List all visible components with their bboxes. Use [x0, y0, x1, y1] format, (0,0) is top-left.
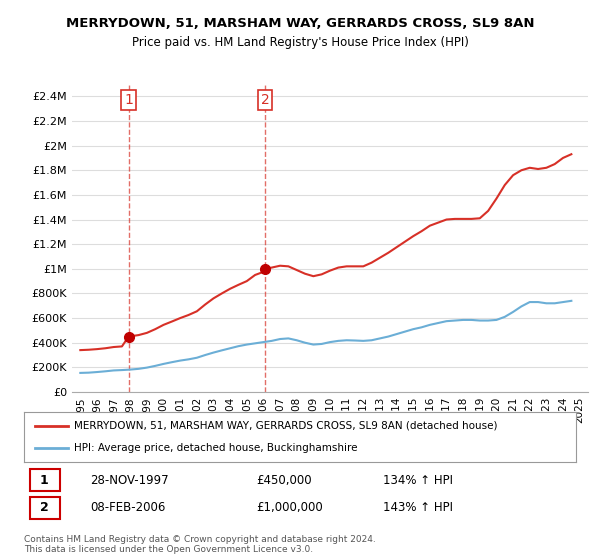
- Text: Price paid vs. HM Land Registry's House Price Index (HPI): Price paid vs. HM Land Registry's House …: [131, 36, 469, 49]
- Text: 134% ↑ HPI: 134% ↑ HPI: [383, 474, 453, 487]
- Text: £450,000: £450,000: [256, 474, 311, 487]
- Text: 2: 2: [261, 93, 269, 107]
- Text: 1: 1: [124, 93, 133, 107]
- FancyBboxPatch shape: [29, 469, 60, 491]
- FancyBboxPatch shape: [29, 497, 60, 519]
- Text: HPI: Average price, detached house, Buckinghamshire: HPI: Average price, detached house, Buck…: [74, 443, 357, 453]
- Text: Contains HM Land Registry data © Crown copyright and database right 2024.
This d: Contains HM Land Registry data © Crown c…: [24, 535, 376, 554]
- Text: MERRYDOWN, 51, MARSHAM WAY, GERRARDS CROSS, SL9 8AN: MERRYDOWN, 51, MARSHAM WAY, GERRARDS CRO…: [66, 17, 534, 30]
- Text: £1,000,000: £1,000,000: [256, 501, 323, 514]
- Text: 1: 1: [40, 474, 49, 487]
- Text: 08-FEB-2006: 08-FEB-2006: [90, 501, 166, 514]
- Text: MERRYDOWN, 51, MARSHAM WAY, GERRARDS CROSS, SL9 8AN (detached house): MERRYDOWN, 51, MARSHAM WAY, GERRARDS CRO…: [74, 421, 497, 431]
- Text: 28-NOV-1997: 28-NOV-1997: [90, 474, 169, 487]
- Text: 143% ↑ HPI: 143% ↑ HPI: [383, 501, 453, 514]
- Text: 2: 2: [40, 501, 49, 514]
